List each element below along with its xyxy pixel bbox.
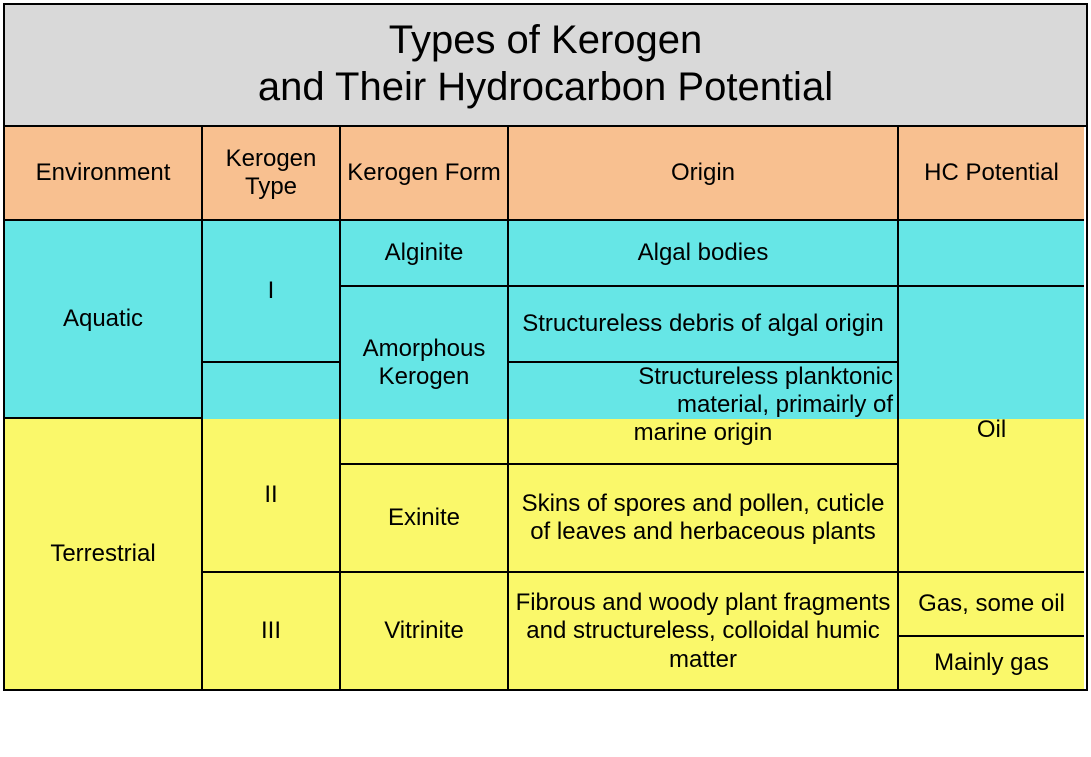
title-line-1: Types of Kerogen <box>389 18 703 62</box>
plankton-l3: marine origin <box>634 419 773 447</box>
hc-blank-top <box>899 221 1084 287</box>
form-amorphous-lower-bg <box>341 419 509 465</box>
form-amorphous-upper: Amorphous <box>341 287 509 363</box>
kerogen-table: Types of Kerogen and Their Hydrocarbon P… <box>3 3 1088 691</box>
form-vitrinite: Vitrinite <box>341 573 509 689</box>
origin-plankton-lower: marine origin <box>509 419 899 465</box>
type-II: II <box>203 419 341 573</box>
type-gap-aqua <box>203 363 341 419</box>
hc-mainly-gas: Mainly gas <box>899 637 1084 689</box>
origin-algal: Algal bodies <box>509 221 899 287</box>
env-terrestrial: Terrestrial <box>5 419 203 689</box>
origin-debris: Structureless debris of algal origin <box>509 287 899 363</box>
col-environment: Environment <box>5 127 203 221</box>
hc-gas-some-oil: Gas, some oil <box>899 573 1084 637</box>
amorphous-line2: Kerogen <box>379 363 470 391</box>
plankton-l2: material, primairly of <box>677 391 893 419</box>
col-hc-potential: HC Potential <box>899 127 1084 221</box>
col-kerogen-type: Kerogen Type <box>203 127 341 221</box>
form-exinite: Exinite <box>341 465 509 573</box>
form-amorphous-mid: Kerogen <box>341 363 509 419</box>
table-grid: Environment Kerogen Type Kerogen Form Or… <box>5 127 1086 689</box>
title-line-2: and Their Hydrocarbon Potential <box>258 65 833 109</box>
type-I: I <box>203 221 341 363</box>
hc-oil-label: Oil <box>899 287 1084 573</box>
col-kerogen-form: Kerogen Form <box>341 127 509 221</box>
origin-fibrous: Fibrous and woody plant fragments and st… <box>509 573 899 689</box>
amorphous-line1: Amorphous <box>363 335 486 363</box>
table-title: Types of Kerogen and Their Hydrocarbon P… <box>5 5 1086 127</box>
form-alginite: Alginite <box>341 221 509 287</box>
origin-spores: Skins of spores and pollen, cuticle of l… <box>509 465 899 573</box>
type-III: III <box>203 573 341 689</box>
origin-plankton-upper: Structureless planktonic material, prima… <box>509 363 899 419</box>
plankton-l1: Structureless planktonic <box>638 363 893 391</box>
env-aquatic: Aquatic <box>5 221 203 419</box>
col-origin: Origin <box>509 127 899 221</box>
